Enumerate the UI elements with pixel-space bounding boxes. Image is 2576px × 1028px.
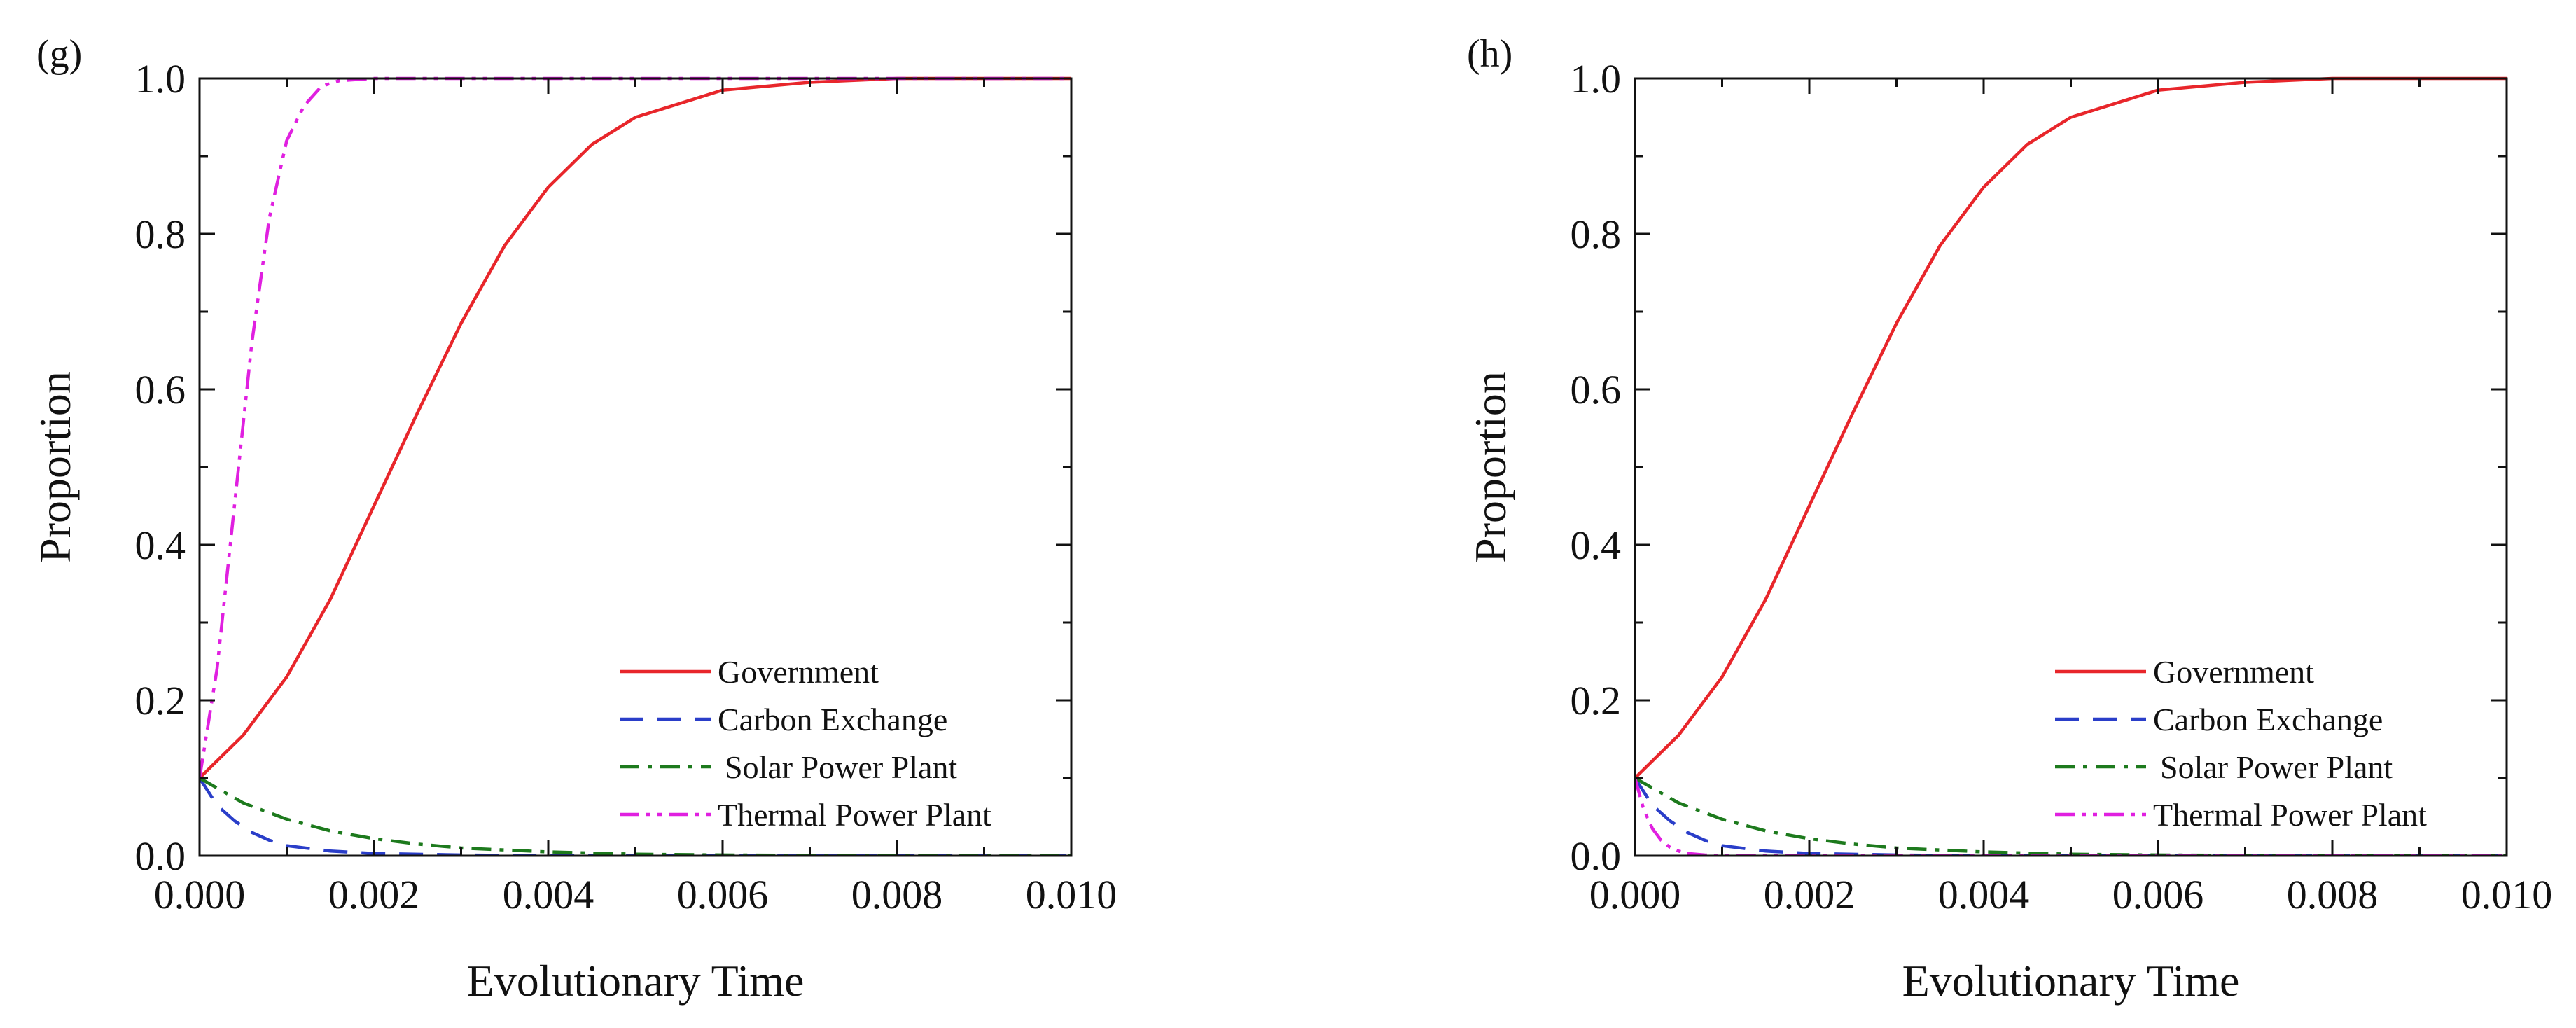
y-tick-label: 0.4 [135, 522, 186, 568]
x-axis-title: Evolutionary Time [467, 956, 805, 1006]
series-line-government [1635, 76, 2507, 779]
legend-label: Carbon Exchange [718, 702, 947, 737]
legend-label: Solar Power Plant [725, 749, 957, 785]
x-tick-label: 0.004 [503, 872, 594, 917]
x-tick-label: 0.002 [1764, 872, 1856, 917]
legend-label: Solar Power Plant [2160, 749, 2393, 785]
x-tick-label: 0.000 [154, 872, 246, 917]
legend-label: Thermal Power Plant [718, 797, 991, 833]
plot-frame [198, 77, 1073, 857]
legend-label: Thermal Power Plant [2153, 797, 2427, 833]
y-tick-label: 1.0 [135, 56, 186, 102]
legend: Government Carbon Exchange Solar Power Pla… [2055, 654, 2427, 833]
legend-label: Government [2153, 654, 2314, 690]
series-line-thermal-power-plant [1635, 777, 2507, 856]
chart-panel-1: 0.000 0.002 0.004 0.006 0.008 0.010 0.0 0.2 0.4 0… [1465, 32, 2552, 1006]
x-tick-label: 0.010 [2461, 872, 2553, 917]
panel-label: (h) [1467, 32, 1512, 76]
y-axis-title: Proportion [1465, 371, 1515, 563]
y-axis-title: Proportion [30, 371, 80, 563]
x-axis-title: Evolutionary Time [1902, 956, 2240, 1006]
x-tick-label: 0.004 [1938, 872, 2030, 917]
x-tick-label: 0.010 [1026, 872, 1118, 917]
panel-label: (g) [36, 32, 82, 76]
series-line-government [200, 76, 1071, 779]
y-tick-label: 0.2 [135, 678, 186, 723]
x-tick-label: 0.000 [1589, 872, 1681, 917]
y-tick-label: 0.8 [135, 211, 186, 257]
x-tick-label: 0.006 [2112, 872, 2204, 917]
series-line-carbon-exchange [200, 777, 1071, 856]
legend-label: Government [718, 654, 879, 690]
x-tick-label: 0.002 [328, 872, 420, 917]
plot-frame [1634, 77, 2508, 857]
y-tick-label: 0.2 [1571, 678, 1622, 723]
y-tick-label: 0.6 [1571, 367, 1622, 412]
legend: Government Carbon Exchange Solar Power Pla… [620, 654, 991, 833]
series-line-carbon-exchange [1635, 777, 2507, 856]
series-line-solar-power-plant [200, 777, 1071, 856]
series-line-solar-power-plant [1635, 777, 2507, 856]
y-tick-label: 1.0 [1571, 56, 1622, 102]
y-tick-label: 0.0 [135, 833, 186, 879]
y-tick-label: 0.4 [1571, 522, 1622, 568]
y-tick-label: 0.0 [1571, 833, 1622, 879]
y-tick-label: 0.8 [1571, 211, 1622, 257]
x-tick-label: 0.008 [851, 872, 943, 917]
x-tick-label: 0.008 [2287, 872, 2379, 917]
chart-panel-0: 0.000 0.002 0.004 0.006 0.008 0.010 0.0 0.2 0.4 0… [30, 32, 1117, 1006]
y-tick-label: 0.6 [135, 367, 186, 412]
legend-label: Carbon Exchange [2153, 702, 2383, 737]
x-tick-label: 0.006 [677, 872, 769, 917]
